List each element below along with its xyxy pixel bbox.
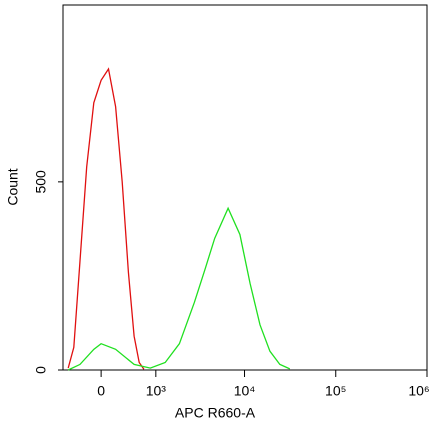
- plot-frame: [62, 4, 428, 371]
- x-tick-label: 10⁵: [325, 383, 346, 399]
- y-tick-label: 0: [33, 366, 49, 374]
- x-axis-label: APC R660-A: [175, 405, 256, 421]
- x-tick-label: 10³: [146, 383, 167, 399]
- histogram-line: [67, 67, 145, 370]
- x-tick-label: 10⁴: [234, 383, 256, 399]
- y-tick-label: 500: [33, 170, 49, 194]
- y-axis-label: Count: [5, 168, 21, 205]
- x-tick-label: 10⁶: [408, 383, 429, 399]
- histogram-line: [67, 206, 291, 371]
- x-tick-label: 0: [97, 383, 105, 399]
